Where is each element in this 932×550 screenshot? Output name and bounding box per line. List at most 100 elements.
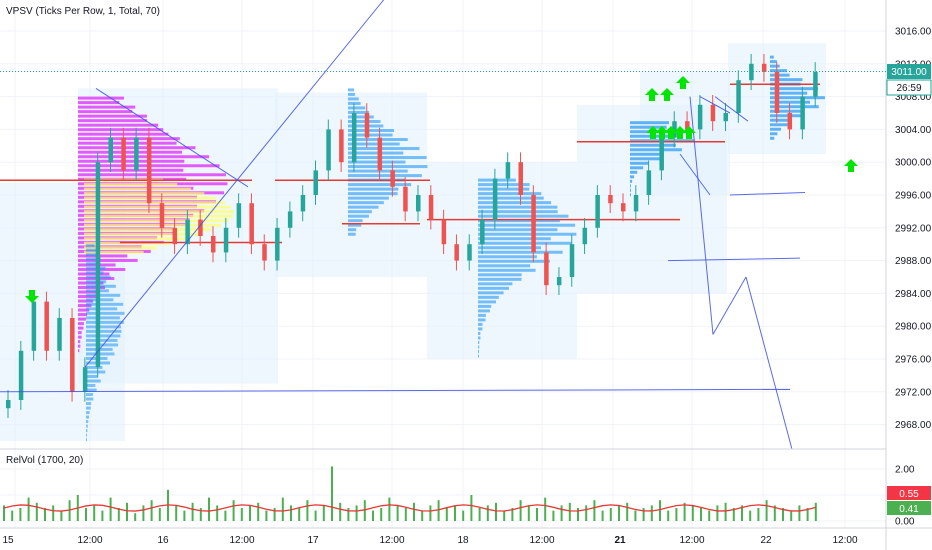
price-tick-label: 2996.00: [895, 191, 932, 202]
profile-row: [86, 438, 87, 442]
profile-row: [478, 214, 569, 218]
profile-row: [78, 155, 210, 159]
profile-row: [478, 354, 479, 358]
profile-row: [348, 219, 363, 223]
value-area-row: [84, 250, 144, 254]
profile-row: [86, 374, 99, 378]
profile-row: [770, 64, 780, 68]
profile-row: [86, 365, 103, 369]
time-tick-label: 12:00: [679, 535, 704, 546]
time-tick-label: 18: [457, 535, 469, 546]
price-tick-label: 2968.00: [895, 420, 932, 431]
profile-row: [86, 343, 119, 347]
profile-row: [86, 397, 94, 401]
profile-row: [478, 205, 558, 209]
price-tick-label: 2972.00: [895, 387, 932, 398]
time-axis[interactable]: 15 12:00 16 12:00 17 12:00 18 12:00 21 12:00 22 12:…: [2, 535, 858, 546]
profile-row: [348, 214, 369, 218]
profile-row: [770, 55, 774, 59]
profile-row: [86, 302, 124, 306]
profile-row: [478, 313, 486, 317]
relvol-tick-label: 2.00: [895, 465, 915, 476]
profile-row: [86, 402, 92, 406]
main-indicator-title[interactable]: VPSV (Ticks Per Row, 1, Total, 70): [6, 6, 160, 17]
profile-row: [86, 411, 90, 415]
time-tick-label: 12:00: [832, 535, 857, 546]
candle-body: [774, 72, 780, 113]
profile-row: [478, 349, 479, 353]
candle-body: [492, 178, 498, 220]
profile-row: [630, 161, 649, 165]
candle-body: [18, 350, 24, 400]
profile-row: [630, 157, 661, 161]
profile-row: [348, 97, 359, 101]
profile-row: [478, 304, 492, 308]
relvol-last-value: 0.41: [899, 504, 919, 515]
candle-body: [505, 162, 511, 179]
profile-row: [478, 259, 550, 263]
candle-body: [582, 227, 588, 245]
profile-row: [86, 338, 118, 342]
profile-row: [86, 384, 96, 388]
candle-body: [544, 252, 549, 286]
candle-body: [608, 195, 613, 204]
volume-profiles: [78, 55, 825, 442]
candle-body: [249, 203, 254, 245]
candle-body: [787, 113, 793, 130]
profile-row: [86, 379, 101, 383]
profile-row: [78, 304, 92, 308]
time-tick-label: 15: [2, 535, 14, 546]
profile-row: [770, 105, 819, 109]
candle-body: [31, 301, 37, 351]
profile-row: [770, 96, 825, 100]
candle-body: [556, 277, 562, 286]
signal-arrows: [25, 76, 858, 303]
profile-row: [770, 118, 792, 122]
price-tick-label: 3000.00: [895, 158, 932, 169]
profile-row: [78, 326, 84, 330]
profile-row: [478, 250, 563, 254]
profile-row: [630, 166, 644, 170]
profile-row: [86, 388, 97, 392]
candle-body: [57, 318, 62, 351]
candle-body: [761, 63, 767, 72]
candle-body: [736, 80, 741, 113]
profile-row: [348, 201, 384, 205]
candle-body: [6, 400, 11, 409]
profile-row: [78, 123, 159, 127]
projection-line: [689, 96, 714, 335]
up-arrow-icon: [664, 126, 678, 139]
profile-row: [348, 115, 374, 119]
candle-body: [813, 72, 818, 97]
profile-row: [86, 262, 101, 266]
profile-row: [770, 100, 810, 104]
value-area-row: [84, 214, 234, 218]
profile-row: [478, 273, 522, 277]
profile-row: [78, 331, 82, 335]
price-axis[interactable]: 3016.003012.003008.003004.003000.002996.…: [895, 27, 932, 432]
profile-row: [86, 307, 118, 311]
price-tick-label: 2980.00: [895, 322, 932, 333]
profile-row: [478, 232, 577, 236]
projection-line: [714, 96, 749, 122]
relvol-last-tag: 0.41: [887, 501, 931, 515]
profile-row: [478, 255, 537, 259]
profile-row: [86, 420, 89, 424]
candle-body: [70, 318, 75, 392]
profile-row: [478, 295, 499, 299]
profile-row: [78, 159, 185, 163]
profile-row: [86, 293, 121, 297]
profile-row: [348, 156, 427, 160]
profile-row: [478, 196, 544, 200]
profile-row: [348, 169, 408, 173]
up-arrow-icon: [655, 126, 669, 139]
candle-body: [287, 211, 293, 228]
profile-row: [630, 188, 631, 192]
profile-row: [78, 141, 177, 145]
relvol-indicator-title[interactable]: RelVol (1700, 20): [6, 455, 83, 466]
profile-row: [78, 344, 81, 348]
candle-body: [480, 219, 485, 245]
candle-body: [146, 137, 152, 204]
profile-row: [478, 277, 522, 281]
